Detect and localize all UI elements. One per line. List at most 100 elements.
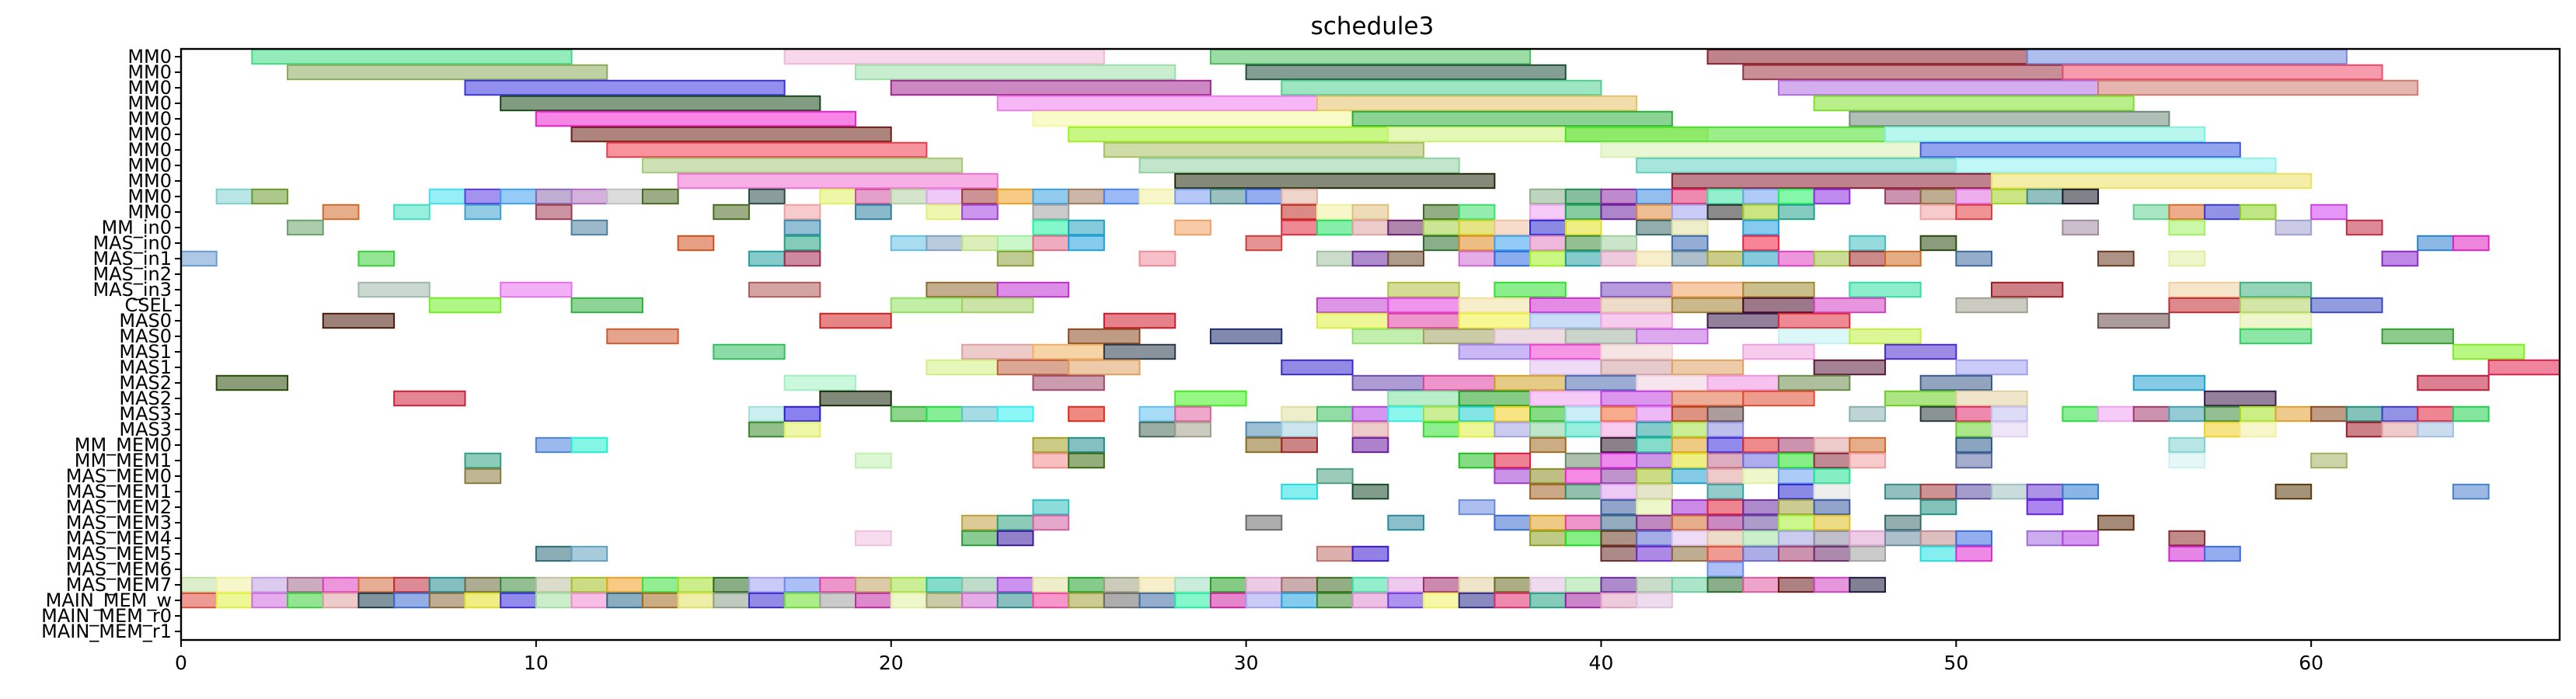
y-tick-label: MM_MEM0 [75, 434, 172, 456]
task-bar [1245, 592, 1283, 609]
task-bar [1494, 421, 1532, 438]
task-bar [1919, 405, 1957, 423]
task-bar [1671, 281, 1745, 298]
task-bar [357, 281, 430, 298]
task-bar [2452, 235, 2490, 252]
task-bar [1636, 499, 1673, 516]
task-bar [641, 157, 964, 174]
task-bar [1636, 483, 1673, 500]
task-bar [322, 592, 360, 609]
task-bar [996, 235, 1034, 252]
task-bar [1600, 576, 1638, 593]
task-bar [1245, 188, 1283, 205]
task-bar [1849, 545, 1886, 562]
task-bar [1991, 483, 2028, 500]
task-bar [1138, 405, 1176, 423]
task-bar [1458, 452, 1496, 469]
task-bar [1138, 250, 1176, 267]
task-bar [1813, 297, 1886, 314]
task-bar [1494, 219, 1532, 236]
task-bar [783, 405, 821, 423]
task-bar [2062, 530, 2100, 547]
task-bar [1884, 250, 1922, 267]
task-bar [925, 188, 964, 205]
task-bar [1423, 421, 1460, 438]
task-bar [180, 250, 218, 267]
task-bar [1032, 576, 1070, 593]
y-tick-label: MAS_MEM4 [66, 527, 172, 549]
task-bar [961, 188, 999, 205]
task-bar [1564, 592, 1602, 609]
task-bar [1813, 359, 1886, 376]
task-bar [535, 436, 573, 454]
task-bar [2239, 421, 2277, 438]
task-bar [2168, 297, 2241, 314]
task-bar [1529, 530, 1567, 547]
task-bar [1138, 592, 1176, 609]
task-bar [1600, 592, 1638, 609]
task-bar [783, 592, 821, 609]
task-bar [1884, 514, 1922, 531]
task-bar [1529, 297, 1602, 314]
task-bar [1600, 141, 1922, 158]
task-bar [1671, 297, 1745, 314]
task-bar [1316, 297, 1389, 314]
task-bar [2062, 483, 2100, 500]
task-bar [2345, 421, 2383, 438]
task-bar [1564, 126, 1886, 143]
task-bar [1742, 452, 1779, 469]
y-tick-label: MM0 [127, 77, 172, 99]
task-bar [1777, 250, 1815, 267]
task-bar [1245, 436, 1283, 454]
task-bar [1351, 405, 1389, 423]
y-tick-label: MAS_MEM0 [66, 465, 172, 487]
task-bar [606, 188, 643, 205]
y-tick-label: MM_MEM1 [75, 450, 172, 471]
task-bar [1884, 530, 1922, 547]
task-bar [1955, 483, 1993, 500]
task-bar [1564, 576, 1602, 593]
y-tick-label: MM_in0 [101, 217, 172, 238]
task-bar [1955, 203, 1993, 221]
task-bar [464, 188, 502, 205]
task-bar [215, 374, 289, 391]
task-bar [1955, 297, 2028, 314]
y-tick-label: MM0 [127, 201, 172, 223]
task-bar [890, 592, 928, 609]
task-bar [1636, 436, 1673, 454]
task-bar [1564, 219, 1602, 236]
task-bar [1387, 219, 1425, 236]
task-bar [1636, 545, 1673, 562]
task-bar [1529, 436, 1567, 454]
task-bar [1245, 64, 1567, 81]
y-tick-label: MM0 [127, 123, 172, 145]
task-bar [1245, 576, 1283, 593]
task-bar [1849, 328, 1922, 345]
task-bar [1777, 452, 1815, 469]
task-bar [1032, 514, 1070, 531]
task-bar [1494, 328, 1567, 345]
task-bar [1529, 235, 1567, 252]
task-bar [1032, 592, 1070, 609]
task-bar [393, 203, 430, 221]
task-bar [606, 576, 643, 593]
y-tick-label: MAS_MEM7 [66, 574, 172, 596]
task-bar [1919, 530, 1957, 547]
task-bar [1494, 452, 1532, 469]
task-bar [1919, 374, 1993, 391]
task-bar [2062, 405, 2100, 423]
task-bar [570, 576, 608, 593]
task-bar [1671, 452, 1709, 469]
task-bar [1245, 421, 1283, 438]
task-bar [1564, 250, 1602, 267]
task-bar [1068, 188, 1105, 205]
task-bar [287, 219, 324, 236]
task-bar [1494, 468, 1532, 485]
y-tick-label: MAS_in2 [92, 263, 172, 285]
task-bar [1600, 514, 1638, 531]
task-bar [1706, 188, 1745, 205]
task-bar [2452, 405, 2490, 423]
task-bar [1813, 545, 1851, 562]
task-bar [1351, 110, 1673, 127]
task-bar [1068, 576, 1105, 593]
